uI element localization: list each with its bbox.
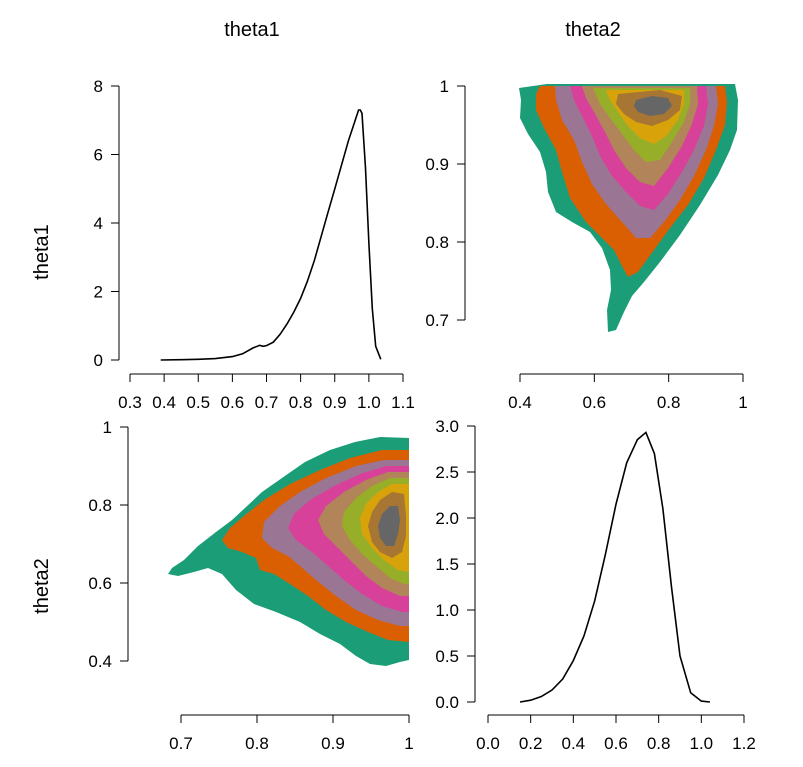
- theta1-density-x-tick-label: 1.1: [391, 393, 415, 412]
- theta1-density-x-tick-label: 0.7: [255, 393, 279, 412]
- panel-theta2-vs-theta1: [128, 427, 409, 715]
- theta2-density-x-tick-label: 0.0: [476, 734, 500, 753]
- theta2-density-x-tick-label: 1.2: [732, 734, 756, 753]
- theta1-vs-theta2-x-tick-label: 1: [738, 393, 747, 412]
- theta1-density-y-tick-label: 2: [94, 283, 103, 302]
- theta1-vs-theta2-y-tick-label: 1: [440, 77, 449, 96]
- theta1-density-curve: [161, 110, 381, 360]
- theta2-vs-theta1-y-tick-label: 0.4: [88, 652, 112, 671]
- theta1-density-y-tick-label: 4: [94, 214, 103, 233]
- theta2-vs-theta1-x-tick-label: 0.7: [169, 734, 193, 753]
- theta2-density-curve: [520, 432, 710, 702]
- theta2-density-y-tick-label: 2.0: [435, 509, 459, 528]
- row-label-theta2: theta2: [31, 558, 53, 614]
- theta1-density-x-tick-label: 0.4: [152, 393, 176, 412]
- panel-theta1-density-axes: [119, 86, 403, 374]
- theta2-density-y-tick-label: 1.5: [435, 555, 459, 574]
- theta1-density-x-tick-label: 0.6: [221, 393, 245, 412]
- panel-theta1-vs-theta2: [465, 84, 743, 374]
- theta1-vs-theta2-y-tick-label: 0.8: [425, 233, 449, 252]
- theta1-density-y-tick-label: 8: [94, 77, 103, 96]
- theta1-density-y-tick-label: 6: [94, 146, 103, 165]
- panel-theta2-density-axes: [475, 426, 744, 715]
- column-header-theta1: theta1: [224, 19, 280, 41]
- theta1-vs-theta2-x-tick-label: 0.8: [657, 393, 681, 412]
- theta1-density-x-tick-label: 0.8: [289, 393, 313, 412]
- theta2-vs-theta1-x-tick-label: 1: [404, 734, 413, 753]
- panel-theta1-density: [119, 86, 403, 374]
- theta2-vs-theta1-y-tick-label: 0.8: [88, 496, 112, 515]
- theta2-density-y-tick-label: 3.0: [435, 417, 459, 436]
- theta1-density-x-tick-label: 0.5: [186, 393, 210, 412]
- theta2-density-x-tick-label: 0.2: [519, 734, 543, 753]
- theta1-density-x-tick-label: 0.3: [118, 393, 142, 412]
- theta2-vs-theta1-y-tick-label: 0.6: [88, 574, 112, 593]
- theta2-density-y-tick-label: 0.5: [435, 647, 459, 666]
- theta2-vs-theta1-x-tick-label: 0.9: [321, 734, 345, 753]
- theta2-density-y-tick-label: 2.5: [435, 463, 459, 482]
- theta1-density-x-tick-label: 1.0: [357, 393, 381, 412]
- row-label-theta1: theta1: [31, 224, 53, 280]
- theta2-density-x-tick-label: 0.6: [604, 734, 628, 753]
- theta2-density-y-tick-label: 1.0: [435, 601, 459, 620]
- theta1-density-y-tick-label: 0: [94, 351, 103, 370]
- theta1-vs-theta2-y-tick-label: 0.9: [425, 155, 449, 174]
- panel-theta2-density: [475, 426, 744, 715]
- theta2-density-x-tick-label: 0.8: [647, 734, 671, 753]
- theta2-density-x-tick-label: 1.0: [690, 734, 714, 753]
- theta2-vs-theta1-x-tick-label: 0.8: [245, 734, 269, 753]
- theta2-density-y-tick-label: 0.0: [435, 693, 459, 712]
- theta1-density-x-tick-label: 0.9: [323, 393, 347, 412]
- pairs-plot-figure: theta1 theta2 theta1 theta2: [0, 0, 803, 767]
- theta1-vs-theta2-y-tick-label: 0.7: [425, 311, 449, 330]
- column-header-theta2: theta2: [565, 19, 621, 41]
- theta2-density-x-tick-label: 0.4: [562, 734, 586, 753]
- theta2-vs-theta1-y-tick-label: 1: [103, 418, 112, 437]
- theta1-vs-theta2-x-tick-label: 0.6: [583, 393, 607, 412]
- theta1-vs-theta2-x-tick-label: 0.4: [508, 393, 532, 412]
